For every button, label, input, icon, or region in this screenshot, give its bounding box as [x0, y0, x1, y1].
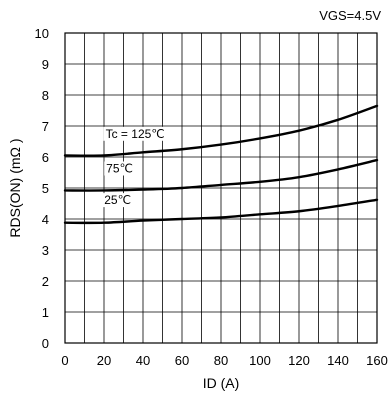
y-tick-label: 1 [42, 305, 49, 320]
series-label-background [104, 161, 136, 176]
y-tick-label: 10 [35, 26, 49, 41]
x-tick-label: 40 [136, 353, 150, 368]
x-tick-label: 80 [214, 353, 228, 368]
y-tick-label: 9 [42, 57, 49, 72]
series-line-1 [63, 158, 379, 192]
series-line-2 [63, 198, 379, 225]
x-tick-label: 60 [175, 353, 189, 368]
series-label-background [102, 193, 134, 208]
x-tick-label: 100 [249, 353, 271, 368]
x-tick-label: 140 [327, 353, 349, 368]
series-label-1: 75℃ [106, 162, 133, 176]
y-tick-label: 3 [42, 243, 49, 258]
x-axis-title: ID (A) [203, 375, 240, 391]
x-tick-label: 0 [61, 353, 68, 368]
y-tick-label: 8 [42, 88, 49, 103]
x-tick-labels: 0 20 40 60 80 100 120 140 160 [61, 353, 387, 368]
series-line-0 [63, 104, 379, 157]
series-label-group: Tc = 125℃ 75℃ 25℃ [102, 126, 167, 208]
y-tick-label: 5 [42, 181, 49, 196]
y-tick-label: 4 [42, 212, 49, 227]
y-axis-title: RDS(ON) (mΩ ) [7, 138, 23, 237]
plot-frame [64, 32, 378, 344]
series-group [63, 104, 379, 225]
series-label-2: 25℃ [104, 193, 131, 207]
y-tick-label: 7 [42, 119, 49, 134]
x-tick-label: 120 [288, 353, 310, 368]
y-tick-label: 0 [42, 336, 49, 351]
x-tick-label: 20 [97, 353, 111, 368]
y-tick-labels: 0 1 2 3 4 5 6 7 8 9 10 [35, 26, 49, 351]
x-tick-label: 160 [366, 353, 388, 368]
y-tick-label: 2 [42, 274, 49, 289]
series-label-0: Tc = 125℃ [106, 127, 165, 141]
plot-grid [64, 32, 378, 344]
condition-label: VGS=4.5V [319, 8, 381, 23]
series-label-background [103, 126, 167, 141]
y-tick-label: 6 [42, 150, 49, 165]
